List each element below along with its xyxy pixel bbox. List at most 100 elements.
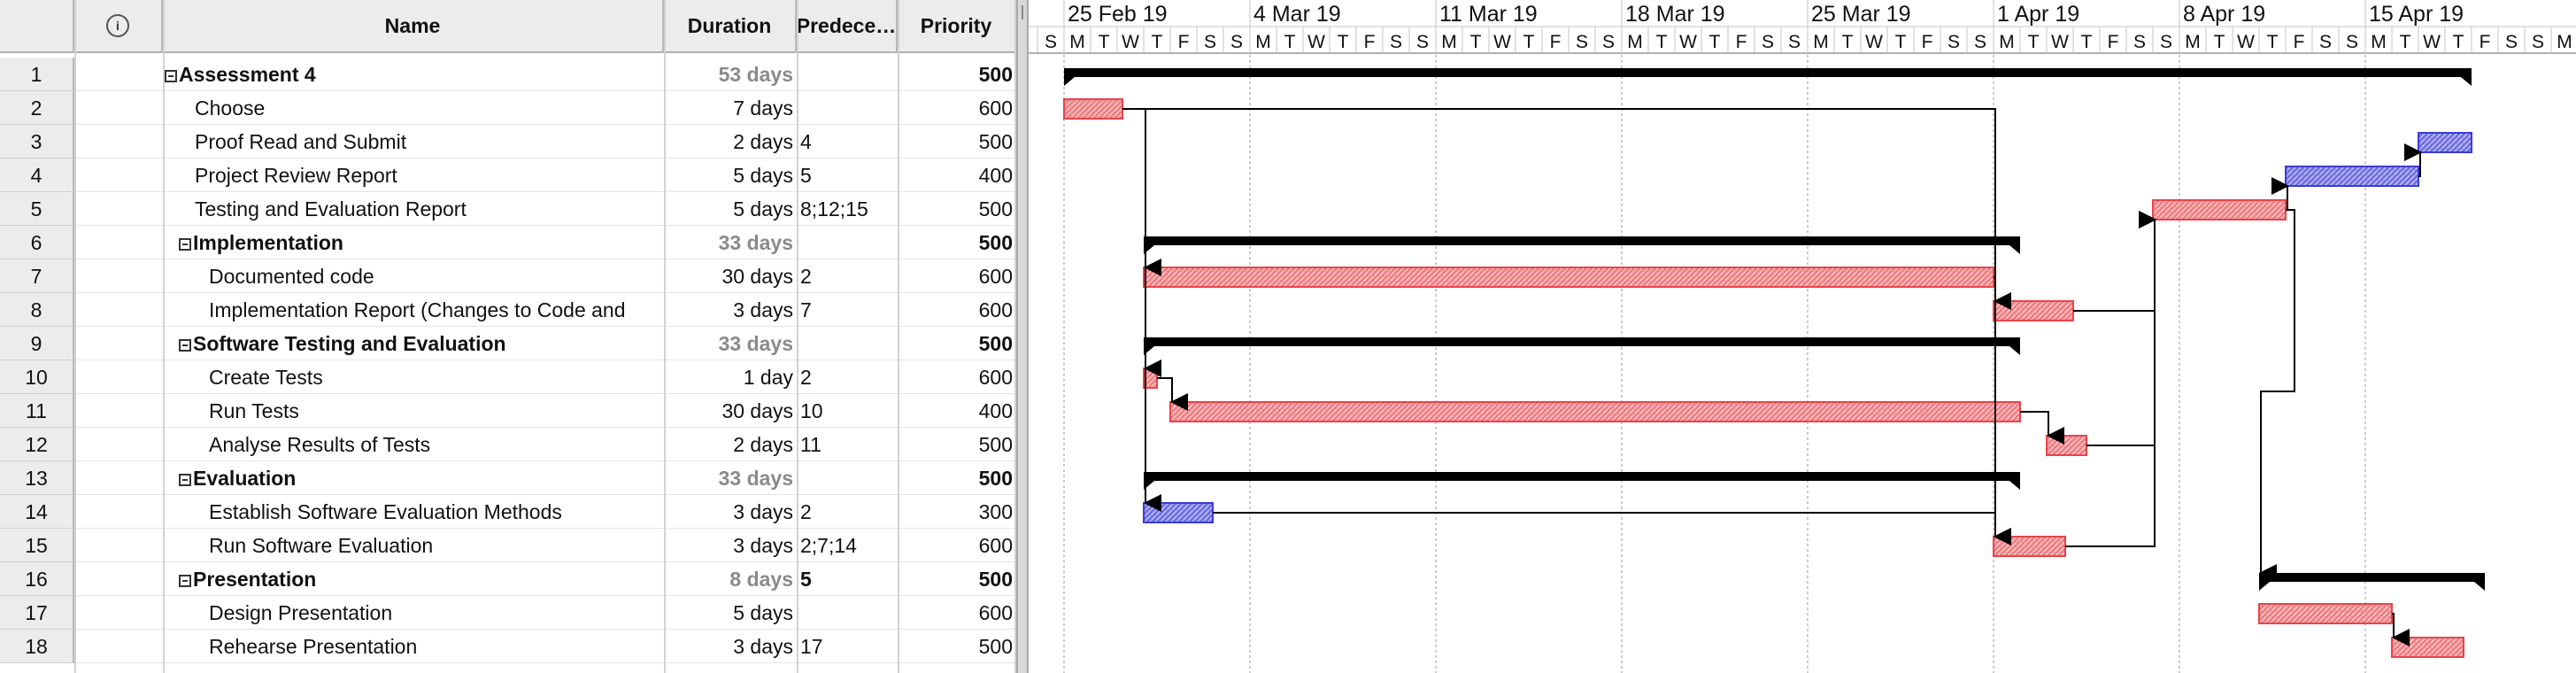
priority-cell[interactable]: 500	[978, 467, 1013, 490]
predecessors-cell[interactable]	[800, 91, 898, 125]
table-row[interactable]	[74, 327, 1016, 360]
priority-cell[interactable]: 600	[978, 298, 1013, 321]
row-number[interactable]: 16	[0, 562, 74, 596]
task-name-cell[interactable]: Analyse Results of Tests	[209, 428, 664, 461]
task-name-cell[interactable]: Assessment 4	[165, 58, 664, 91]
predecessors-cell[interactable]: 8;12;15	[800, 197, 868, 220]
task-name-cell[interactable]: Software Testing and Evaluation	[179, 327, 664, 360]
task-name-cell[interactable]: Establish Software Evaluation Methods	[209, 495, 664, 529]
row-number[interactable]: 10	[0, 360, 74, 394]
predecessors-cell[interactable]: 11	[800, 433, 821, 456]
duration-cell[interactable]: 8 days	[729, 568, 793, 591]
priority-column-header[interactable]: Priority	[898, 0, 1016, 53]
row-number[interactable]: 5	[0, 192, 74, 226]
predecessors-cell[interactable]: 2	[800, 500, 812, 523]
row-number[interactable]: 15	[0, 529, 74, 562]
table-row[interactable]	[74, 461, 1016, 495]
task-name-cell[interactable]: Run Software Evaluation	[209, 529, 664, 562]
row-number[interactable]: 12	[0, 428, 74, 461]
duration-cell[interactable]: 7 days	[733, 97, 793, 120]
duration-column-header[interactable]: Duration	[664, 0, 797, 53]
row-number[interactable]: 11	[0, 394, 74, 428]
duration-cell[interactable]: 30 days	[721, 399, 793, 422]
task-name-cell[interactable]: Presentation	[179, 562, 664, 596]
table-row[interactable]	[74, 596, 1016, 630]
row-number[interactable]: 14	[0, 495, 74, 529]
predecessors-cell[interactable]	[800, 461, 898, 495]
row-number[interactable]: 3	[0, 125, 74, 159]
task-name-cell[interactable]: Testing and Evaluation Report	[195, 192, 664, 226]
priority-cell[interactable]: 500	[978, 332, 1013, 355]
row-number[interactable]: 8	[0, 293, 74, 327]
duration-cell[interactable]: 3 days	[733, 500, 793, 523]
predecessors-cell[interactable]: 2	[800, 265, 812, 288]
predecessors-cell[interactable]: 2;7;14	[800, 534, 857, 557]
priority-cell[interactable]: 500	[978, 635, 1013, 658]
task-name-cell[interactable]: Evaluation	[179, 461, 664, 495]
priority-cell[interactable]: 500	[978, 568, 1013, 591]
collapse-toggle-icon[interactable]	[165, 70, 177, 82]
predecessors-cell[interactable]: 7	[800, 298, 812, 321]
duration-cell[interactable]: 33 days	[718, 231, 793, 254]
row-number[interactable]: 13	[0, 461, 74, 495]
pane-splitter[interactable]	[1016, 0, 1029, 673]
duration-cell[interactable]: 2 days	[733, 433, 793, 456]
predecessors-cell[interactable]: 4	[800, 130, 812, 153]
task-name-cell[interactable]: Implementation	[179, 226, 664, 259]
predecessors-cell[interactable]	[800, 596, 898, 630]
priority-cell[interactable]: 500	[978, 63, 1013, 86]
corner-header[interactable]	[0, 0, 74, 53]
duration-cell[interactable]: 33 days	[718, 467, 793, 490]
row-number[interactable]: 9	[0, 327, 74, 360]
priority-cell[interactable]: 600	[978, 534, 1013, 557]
row-number[interactable]: 18	[0, 630, 74, 663]
priority-cell[interactable]: 600	[978, 601, 1013, 624]
table-row[interactable]	[74, 394, 1016, 428]
row-number[interactable]: 2	[0, 91, 74, 125]
task-name-cell[interactable]: Documented code	[209, 259, 664, 293]
table-row[interactable]	[74, 562, 1016, 596]
table-row[interactable]	[74, 360, 1016, 394]
task-name-cell[interactable]: Implementation Report (Changes to Code a…	[209, 293, 664, 327]
table-row[interactable]	[74, 91, 1016, 125]
row-number[interactable]: 17	[0, 596, 74, 630]
predecessors-cell[interactable]: 5	[800, 568, 812, 591]
table-row[interactable]	[74, 529, 1016, 562]
priority-cell[interactable]: 400	[978, 399, 1013, 422]
row-number[interactable]: 7	[0, 259, 74, 293]
duration-cell[interactable]: 33 days	[718, 332, 793, 355]
predecessors-cell[interactable]: 2	[800, 366, 812, 389]
info-column-header[interactable]: i	[74, 0, 163, 53]
task-name-cell[interactable]: Rehearse Presentation	[209, 630, 664, 663]
task-name-cell[interactable]: Create Tests	[209, 360, 664, 394]
priority-cell[interactable]: 500	[978, 231, 1013, 254]
table-row[interactable]	[74, 293, 1016, 327]
priority-cell[interactable]: 600	[978, 97, 1013, 120]
splitter-grip[interactable]	[1022, 5, 1023, 19]
duration-cell[interactable]: 3 days	[733, 534, 793, 557]
task-name-cell[interactable]: Project Review Report	[195, 159, 664, 192]
duration-cell[interactable]: 5 days	[733, 601, 793, 624]
duration-cell[interactable]: 3 days	[733, 635, 793, 658]
collapse-toggle-icon[interactable]	[179, 575, 191, 587]
name-column-header[interactable]: Name	[163, 0, 664, 53]
table-row[interactable]	[74, 495, 1016, 529]
task-name-cell[interactable]: Run Tests	[209, 394, 664, 428]
predecessors-cell[interactable]	[800, 226, 898, 259]
priority-cell[interactable]: 300	[978, 500, 1013, 523]
task-name-cell[interactable]: Design Presentation	[209, 596, 664, 630]
row-number[interactable]: 1	[0, 58, 74, 91]
predecessors-cell[interactable]	[800, 58, 898, 91]
priority-cell[interactable]: 500	[978, 433, 1013, 456]
predecessors-column-header[interactable]: Predece…	[797, 0, 898, 53]
duration-cell[interactable]: 5 days	[733, 164, 793, 187]
task-name-cell[interactable]: Choose	[195, 91, 664, 125]
duration-cell[interactable]: 5 days	[733, 197, 793, 220]
priority-cell[interactable]: 600	[978, 265, 1013, 288]
priority-cell[interactable]: 500	[978, 130, 1013, 153]
priority-cell[interactable]: 400	[978, 164, 1013, 187]
table-row[interactable]	[74, 58, 1016, 91]
priority-cell[interactable]: 500	[978, 197, 1013, 220]
row-number[interactable]: 4	[0, 159, 74, 192]
